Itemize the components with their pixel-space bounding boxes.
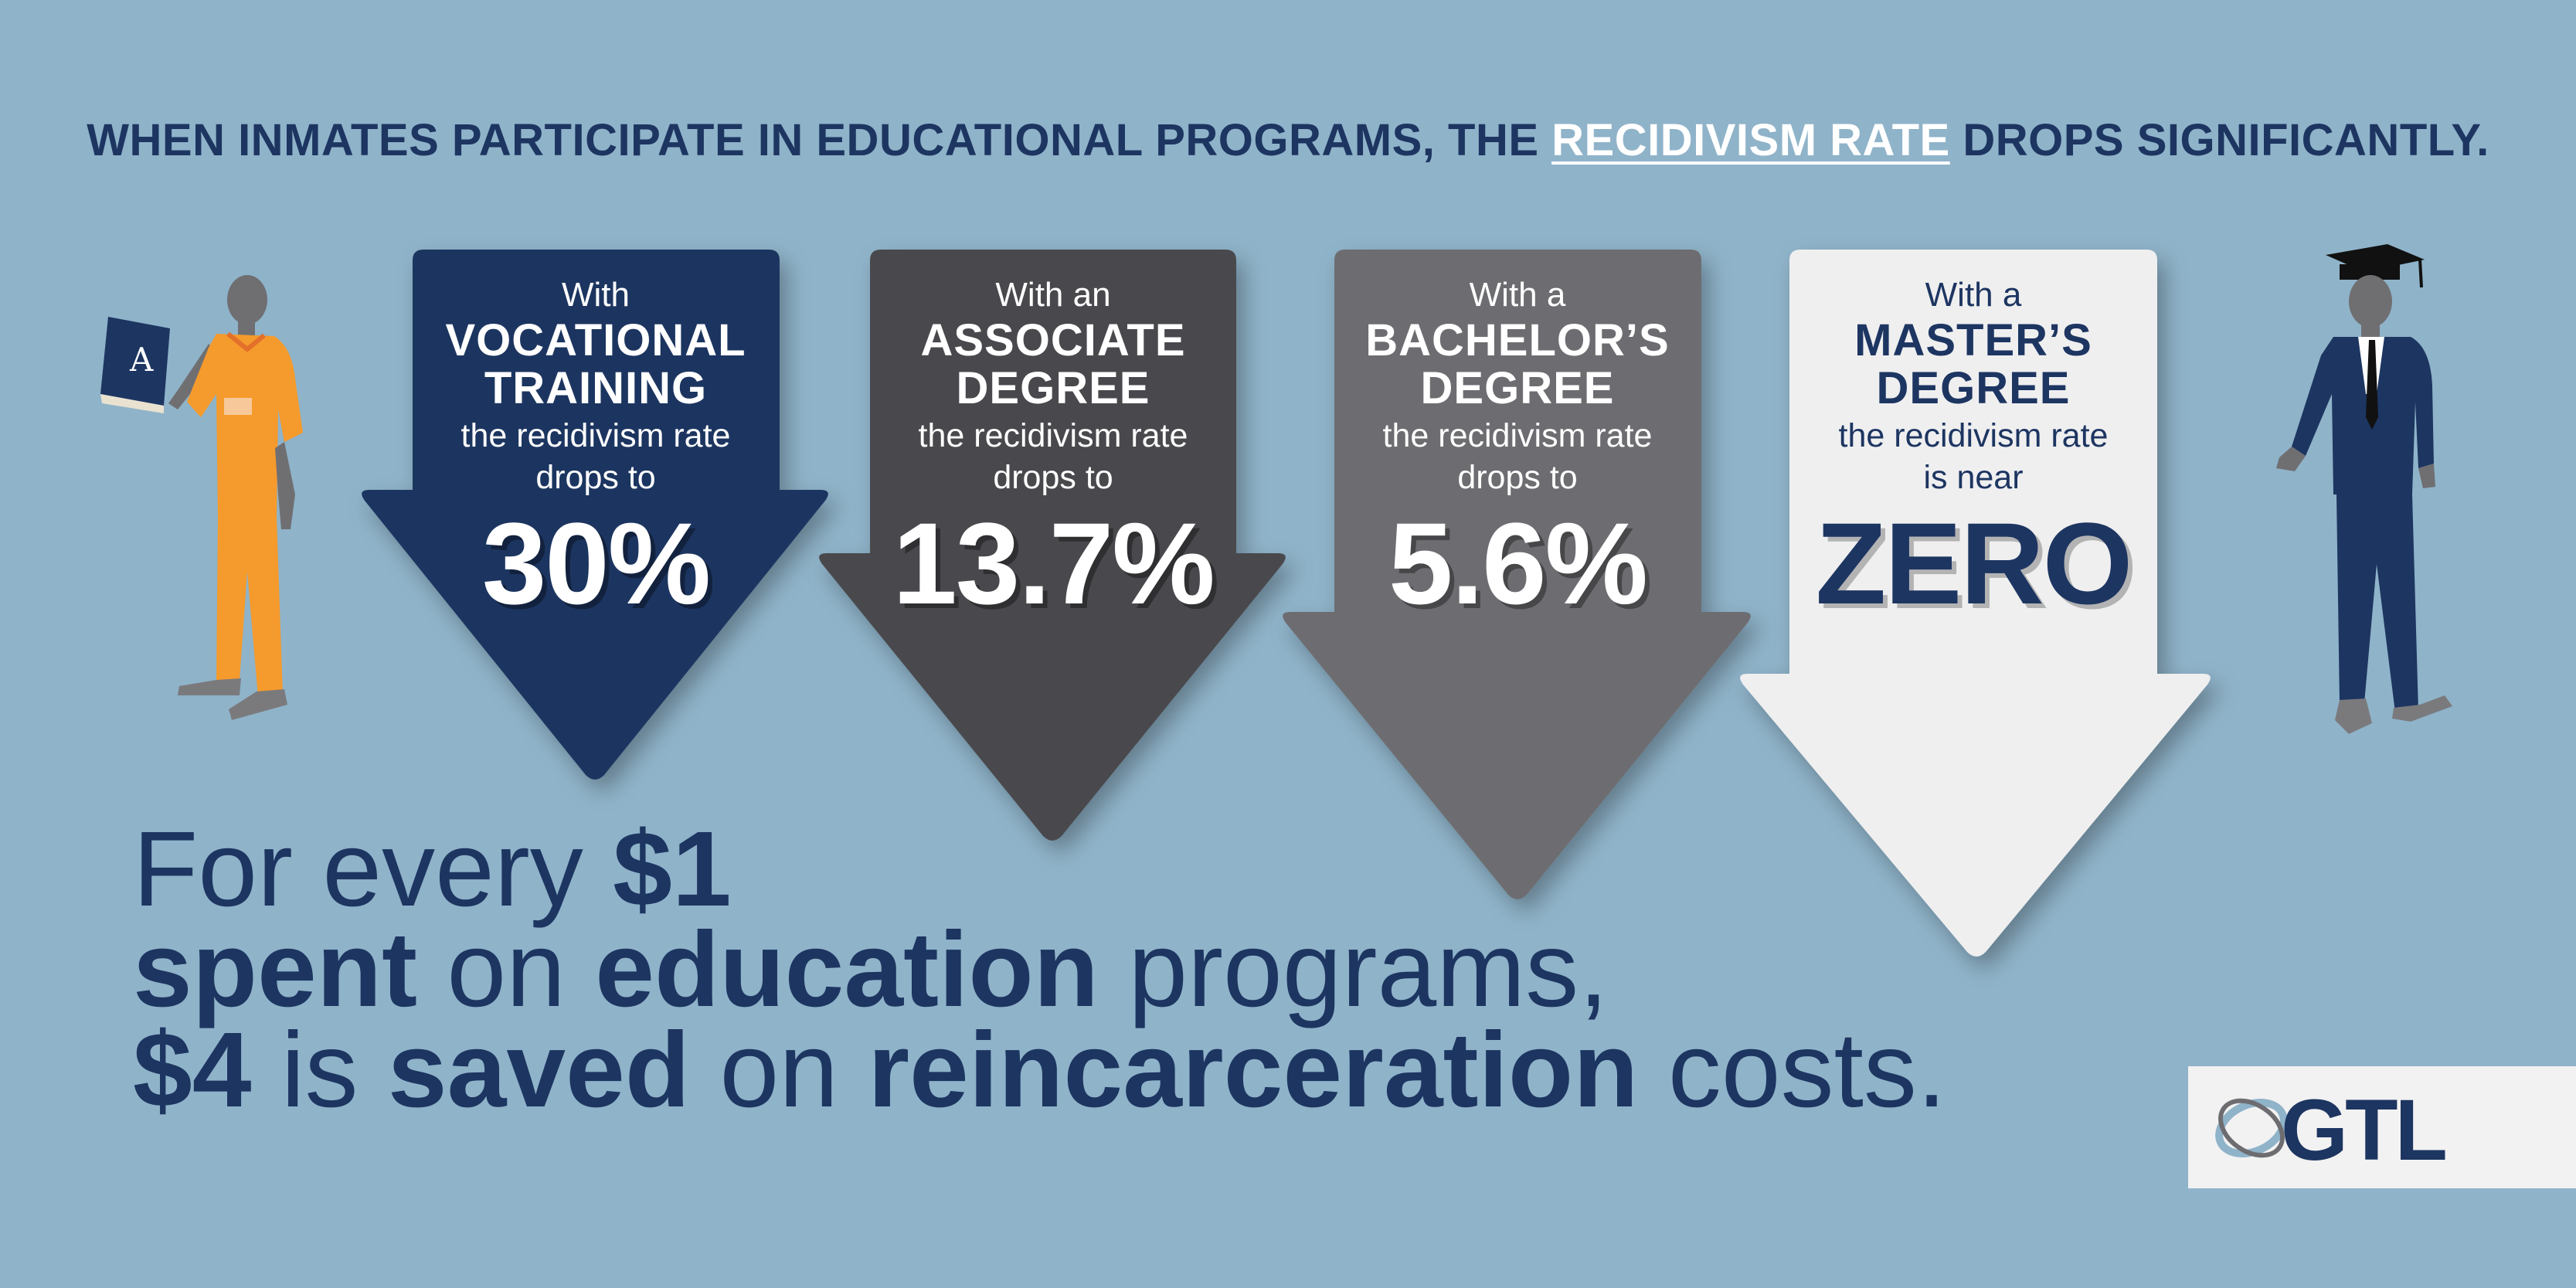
- headline-text-start: WHEN INMATES PARTICIPATE IN EDUCATIONAL …: [87, 115, 1552, 165]
- savings-line-2: spent on education programs,: [133, 916, 1946, 1023]
- arrow-kind: BACHELOR’S: [1365, 315, 1670, 365]
- arrow-bachelor-text: With a BACHELOR’S DEGREE the recidivism …: [1332, 276, 1703, 628]
- arrow-vocational: [362, 250, 828, 780]
- arrow-description: drops to: [535, 459, 656, 496]
- arrow-intro: With a: [1469, 276, 1566, 314]
- savings-emphasis: $4: [133, 1011, 252, 1130]
- arrow-description: drops to: [993, 459, 1113, 496]
- arrow-description: the recidivism rate: [460, 417, 731, 454]
- headline-highlight: RECIDIVISM RATE: [1551, 115, 1950, 165]
- arrow-kind: TRAINING: [484, 363, 708, 413]
- arrow-description: is near: [1923, 459, 2024, 496]
- savings-text: on: [690, 1011, 868, 1130]
- arrow-associate: [819, 250, 1286, 841]
- logo-swirl-icon: [2215, 1098, 2288, 1158]
- arrow-bachelor: [1283, 250, 1751, 899]
- arrow-description: the recidivism rate: [1838, 417, 2109, 454]
- arrow-kind: ASSOCIATE: [920, 315, 1186, 365]
- headline: WHEN INMATES PARTICIPATE IN EDUCATIONAL …: [0, 114, 2576, 166]
- savings-text: is: [251, 1011, 388, 1130]
- arrow-master-text: With a MASTER’S DEGREE the recidivism ra…: [1788, 276, 2159, 628]
- arrow-description: the recidivism rate: [918, 417, 1188, 454]
- arrow-associate-text: With an ASSOCIATE DEGREE the recidivism …: [868, 276, 1239, 628]
- arrow-kind: MASTER’S: [1854, 315, 2092, 365]
- gtl-logo: GTL: [2188, 1066, 2576, 1188]
- book-letter: A: [129, 341, 154, 379]
- arrow-vocational-text: With VOCATIONAL TRAINING the recidivism …: [410, 276, 781, 628]
- headline-text-end: DROPS SIGNIFICANTLY.: [1949, 115, 2489, 165]
- arrow-intro: With: [562, 276, 630, 314]
- arrow-master: [1740, 250, 2211, 957]
- arrow-intro: With an: [995, 276, 1111, 314]
- arrow-kind: DEGREE: [1876, 363, 2071, 413]
- savings-text: on: [417, 910, 596, 1029]
- arrow-description: the recidivism rate: [1382, 417, 1653, 454]
- arrow-value: 5.6%: [1388, 498, 1648, 628]
- savings-statement: For every $1 spent on education programs…: [133, 816, 1946, 1123]
- savings-text: programs,: [1098, 910, 1609, 1029]
- savings-emphasis: $1: [613, 810, 732, 929]
- graduation-cap-icon: [2326, 244, 2425, 288]
- savings-emphasis: education: [595, 910, 1099, 1029]
- arrow-value: 13.7%: [892, 498, 1215, 628]
- book-icon: A: [100, 317, 170, 413]
- arrow-value: 30%: [481, 498, 711, 628]
- arrow-kind: DEGREE: [956, 363, 1150, 413]
- savings-line-3: $4 is saved on reincarceration costs.: [133, 1017, 1946, 1123]
- arrow-intro: With a: [1925, 276, 2022, 314]
- graduate-figure-icon: [2276, 244, 2452, 734]
- arrow-kind: VOCATIONAL: [445, 315, 746, 365]
- inmate-figure-icon: A: [100, 275, 303, 720]
- savings-text: For every: [133, 810, 613, 929]
- savings-emphasis: reincarceration: [868, 1011, 1639, 1130]
- logo-text: GTL: [2281, 1082, 2448, 1178]
- savings-emphasis: spent: [133, 910, 418, 1029]
- arrow-description: drops to: [1457, 459, 1578, 496]
- savings-line-1: For every $1: [133, 816, 1946, 923]
- arrow-value: ZERO: [1815, 498, 2133, 628]
- savings-emphasis: saved: [387, 1011, 691, 1130]
- arrow-kind: DEGREE: [1420, 363, 1615, 413]
- savings-text: costs.: [1638, 1011, 1947, 1130]
